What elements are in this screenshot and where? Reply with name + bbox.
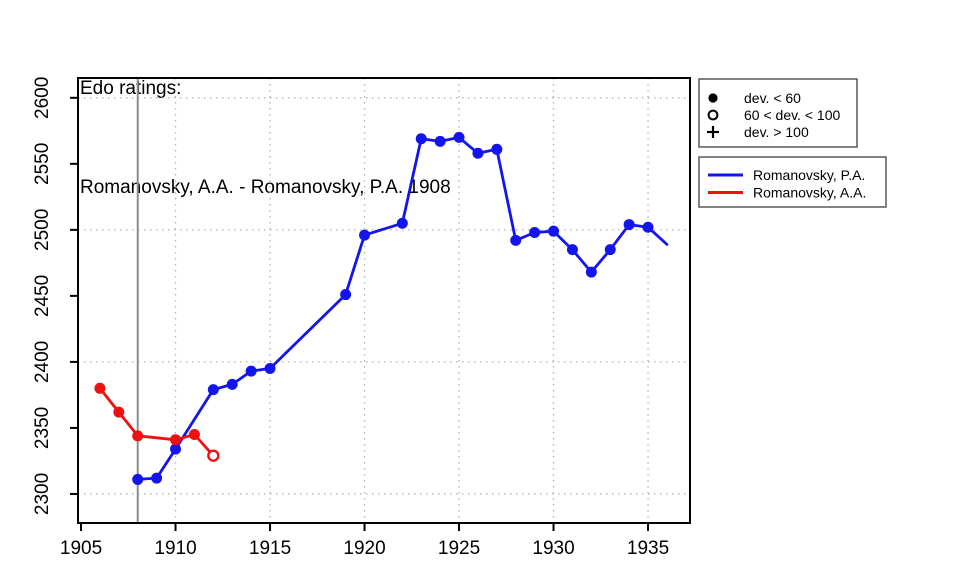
series-line-blue [136,135,669,481]
x-tick-label-1910: 1910 [154,538,196,559]
y-tick-label-2550: 2550 [32,143,53,185]
data-point-filled [226,378,238,390]
data-point-filled [396,217,408,229]
y-tick-label-2300: 2300 [32,473,53,515]
data-point-filled [642,221,654,233]
data-point-filled [472,147,484,159]
x-tick-label-1915: 1915 [249,538,291,559]
x-tick-label-1920: 1920 [343,538,385,559]
data-point-filled [510,234,522,246]
data-point-filled [132,473,144,485]
series-line-red [98,386,215,458]
data-point-filled [529,226,541,238]
data-point-filled [585,266,597,278]
marker-legend-label-2: dev. > 100 [744,124,809,140]
gridlines [78,78,690,523]
data-point-filled [548,225,560,237]
data-point-filled [623,219,635,231]
series-legend-label-1: Romanovsky, A.A. [753,185,866,201]
data-point-filled [340,289,352,301]
x-tick-label-1925: 1925 [438,538,480,559]
chart-title-line2: Romanovsky, A.A. - Romanovsky, P.A. 1908 [80,177,451,198]
data-point-filled [245,365,257,377]
x-tick-label-1930: 1930 [532,538,574,559]
series-legend-box [698,156,887,208]
x-tick-label-1935: 1935 [627,538,669,559]
y-axis: 2300 2350 2400 2450 2500 2550 2600 [32,77,78,515]
data-point-filled [188,429,200,441]
legend-open-circle-icon [707,109,719,121]
series-blue [132,131,669,485]
data-point-filled [264,363,276,375]
y-tick-label-2400: 2400 [32,341,53,383]
y-tick-label-2450: 2450 [32,275,53,317]
data-point-filled [113,406,125,418]
marker-legend-label-0: dev. < 60 [744,90,801,106]
series-legend: Romanovsky, P.A. Romanovsky, A.A. [698,156,887,208]
y-tick-label-2350: 2350 [32,407,53,449]
plot-box [77,77,691,524]
data-point-filled [453,131,465,143]
data-point-open [207,449,220,462]
data-point-filled [566,244,578,256]
data-point-filled [94,382,106,394]
y-tick-label-2500: 2500 [32,209,53,251]
data-point-filled [132,430,144,442]
data-point-filled [415,133,427,145]
data-point-filled [359,229,371,241]
data-point-filled [151,472,163,484]
series-red [94,382,220,462]
y-tick-label-2600: 2600 [32,77,53,119]
data-point-filled [170,443,182,455]
marker-legend-label-1: 60 < dev. < 100 [744,107,840,123]
x-axis: 1905 1910 1915 1920 1925 1930 1935 [60,523,669,559]
chart-title: Edo ratings: Romanovsky, A.A. - Romanovs… [80,6,451,270]
legend-filled-circle-icon [708,93,718,103]
data-point-filled [491,143,503,155]
data-point-filled [207,384,219,396]
series-legend-label-0: Romanovsky, P.A. [753,167,865,183]
data-point-filled [170,434,182,446]
data-point-filled [604,244,616,256]
marker-legend-box [698,78,858,148]
chart-title-line1: Edo ratings: [80,78,182,99]
data-point-filled [434,135,446,147]
x-tick-label-1905: 1905 [60,538,102,559]
